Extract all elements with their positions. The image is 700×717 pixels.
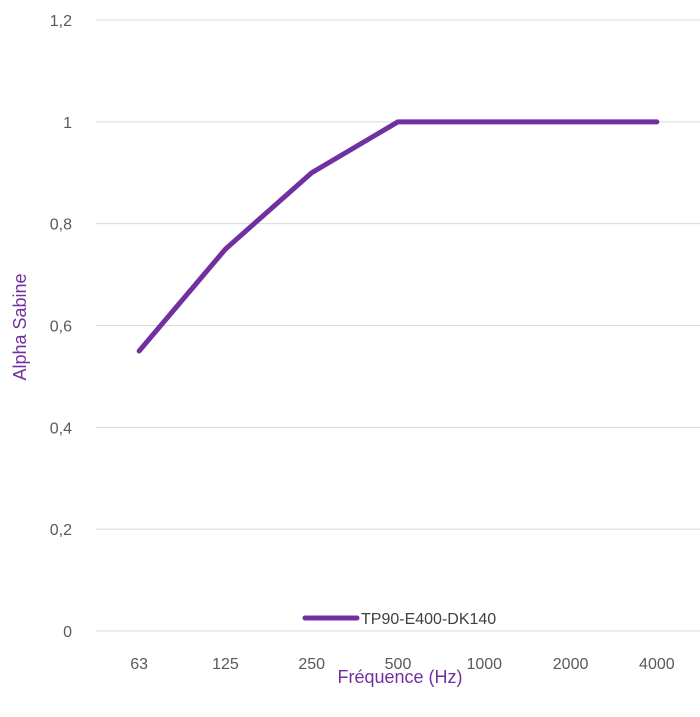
x-axis-title: Fréquence (Hz) (337, 667, 462, 687)
y-tick-label: 0 (63, 624, 72, 641)
y-tick-label: 1,2 (50, 13, 72, 30)
series-layer (136, 119, 660, 354)
y-tick-label: 1 (63, 115, 72, 132)
x-tick-label: 63 (130, 656, 148, 673)
x-tick-labels: 63 125 250 500 1000 2000 4000 (130, 656, 675, 673)
x-tick-label: 2000 (553, 656, 589, 673)
legend: TP90-E400-DK140 (302, 611, 496, 628)
y-tick-labels: 0 0,2 0,4 0,6 0,8 1 1,2 (50, 13, 72, 641)
x-tick-label: 4000 (639, 656, 675, 673)
x-tick-label: 125 (212, 656, 239, 673)
y-tick-label: 0,6 (50, 319, 72, 336)
grid-lines (96, 19, 700, 632)
y-tick-label: 0,2 (50, 522, 72, 539)
legend-label: TP90-E400-DK140 (361, 611, 496, 628)
y-axis-title: Alpha Sabine (10, 273, 30, 380)
x-tick-label: 250 (298, 656, 325, 673)
y-tick-label: 0,8 (50, 217, 72, 234)
y-tick-label: 0,4 (50, 420, 72, 437)
series-line (136, 119, 660, 354)
x-tick-label: 500 (385, 656, 412, 673)
x-tick-label: 1000 (466, 656, 502, 673)
